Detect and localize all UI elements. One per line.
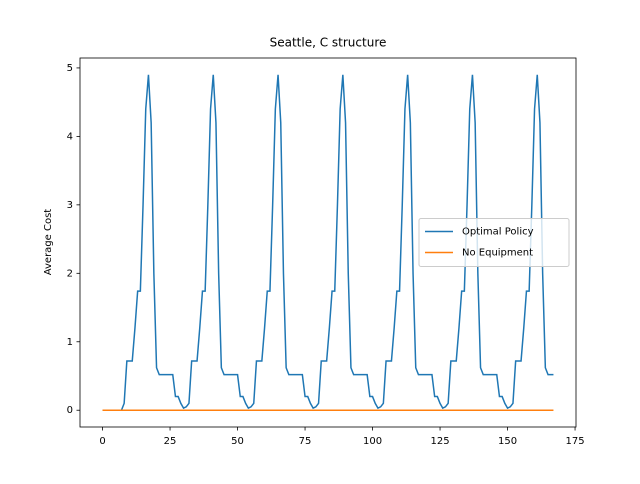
x-tick-label: 125 — [431, 436, 450, 447]
y-tick-label: 4 — [67, 131, 73, 142]
x-tick-label: 75 — [299, 436, 312, 447]
x-tick-label: 100 — [363, 436, 382, 447]
y-tick-label: 0 — [67, 405, 73, 416]
series-line — [102, 74, 554, 411]
legend-label: Optimal Policy — [462, 227, 534, 238]
legend-label: No Equipment — [462, 248, 533, 259]
x-tick-label: 25 — [164, 436, 177, 447]
x-tick-label: 0 — [99, 436, 105, 447]
x-tick-label: 175 — [566, 436, 585, 447]
y-axis-label: Average Cost — [43, 209, 54, 276]
legend-box — [418, 218, 570, 267]
y-tick-label: 3 — [67, 200, 73, 211]
y-tick-label: 5 — [67, 63, 73, 74]
x-tick-label: 50 — [231, 436, 244, 447]
x-tick-label: 150 — [498, 436, 517, 447]
chart-title: Seattle, C structure — [270, 36, 387, 50]
plot-frame — [79, 57, 577, 428]
y-tick-label: 1 — [67, 337, 73, 348]
y-tick-label: 2 — [67, 268, 73, 279]
